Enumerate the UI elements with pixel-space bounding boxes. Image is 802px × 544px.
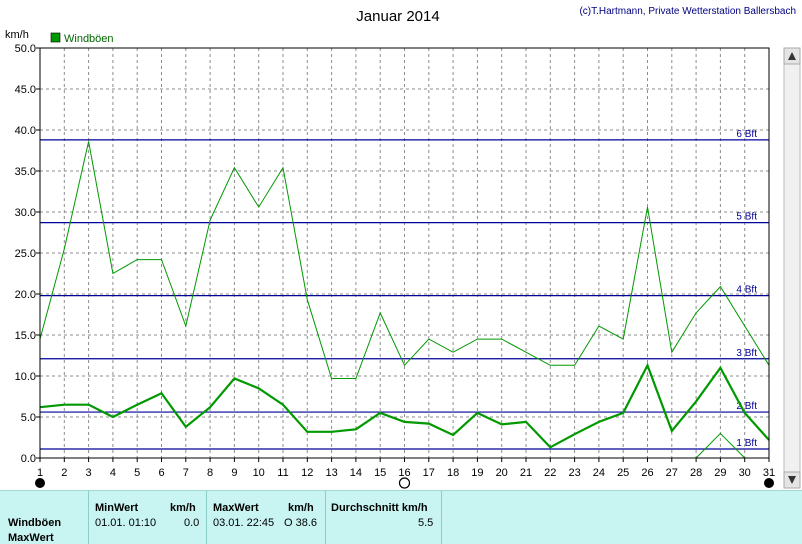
- new-moon-icon: [35, 478, 45, 488]
- stats-divider: [325, 491, 326, 544]
- credit-text: (c)T.Hartmann, Private Wetterstation Bal…: [579, 6, 796, 17]
- series-line-0: [39, 141, 770, 379]
- x-tick-label: 9: [231, 467, 237, 479]
- full-moon-icon: [398, 477, 411, 489]
- x-tick-label: 10: [253, 467, 265, 479]
- beaufort-label: 6 Bft: [736, 129, 757, 140]
- beaufort-label: 1 Bft: [736, 438, 757, 449]
- plot-frame: [39, 47, 770, 459]
- scrollbar-up-button[interactable]: [783, 47, 801, 65]
- x-tick-label: 14: [350, 467, 362, 479]
- x-tick-label: 20: [496, 467, 508, 479]
- x-tick-label: 12: [301, 467, 313, 479]
- beaufort-label: 5 Bft: [736, 212, 757, 223]
- x-tick-label: 31: [763, 467, 775, 479]
- y-axis-unit: km/h: [5, 29, 29, 41]
- x-tick-label: 28: [690, 467, 702, 479]
- y-tick-label: 45.0: [15, 84, 36, 96]
- beaufort-label: 4 Bft: [736, 285, 757, 296]
- max-header: MaxWert: [213, 502, 259, 514]
- x-tick-label: 24: [593, 467, 605, 479]
- max-unit-header: km/h: [288, 502, 314, 514]
- scrollbar-down-button[interactable]: [783, 471, 801, 489]
- stats-divider: [441, 491, 442, 544]
- x-tick-label: 21: [520, 467, 532, 479]
- y-tick-label: 5.0: [21, 412, 36, 424]
- stats-divider: [206, 491, 207, 544]
- min-header: MinWert: [95, 502, 139, 514]
- x-tick-label: 6: [158, 467, 164, 479]
- avg-value: 5.5: [418, 517, 434, 529]
- x-tick-label: 13: [325, 467, 337, 479]
- beaufort-label: 3 Bft: [736, 348, 757, 359]
- x-tick-label: 3: [86, 467, 92, 479]
- y-tick-label: 15.0: [15, 330, 36, 342]
- legend-label: Windböen: [64, 33, 114, 45]
- x-tick-label: 25: [617, 467, 629, 479]
- y-tick-label: 20.0: [15, 289, 36, 301]
- y-tick-label: 30.0: [15, 207, 36, 219]
- stats-divider: [88, 491, 89, 544]
- x-tick-label: 23: [568, 467, 580, 479]
- stats-panel: MinWert km/h MaxWert km/h Durchschnitt k…: [0, 490, 802, 544]
- beaufort-label: 2 Bft: [736, 401, 757, 412]
- max-value: O 38.6: [284, 517, 318, 529]
- y-tick-label: 0.0: [21, 453, 36, 465]
- min-value: 0.0: [184, 517, 200, 529]
- avg-header: Durchschnitt km/h: [331, 502, 428, 514]
- x-tick-label: 30: [739, 467, 751, 479]
- x-tick-label: 7: [183, 467, 189, 479]
- scrollbar-track[interactable]: [783, 47, 801, 489]
- y-tick-label: 10.0: [15, 371, 36, 383]
- min-time: 01.01. 01:10: [95, 517, 157, 529]
- x-tick-label: 19: [471, 467, 483, 479]
- x-tick-label: 17: [423, 467, 435, 479]
- chart-background: [0, 0, 802, 490]
- wind-chart: 1 Bft 2 Bft 3 Bft 4 Bft 5 Bft 6 Bft 0.0 5.0 10.…: [0, 0, 802, 490]
- row-label-windboeen: Windböen: [8, 517, 62, 529]
- x-tick-label: 8: [207, 467, 213, 479]
- x-tick-label: 2: [61, 467, 67, 479]
- x-tick-label: 22: [544, 467, 556, 479]
- max-time: 03.01. 22:45: [213, 517, 275, 529]
- new-moon-icon: [764, 478, 774, 488]
- x-tick-label: 18: [447, 467, 459, 479]
- y-tick-label: 50.0: [15, 43, 36, 55]
- series-line-1: [39, 362, 770, 449]
- x-tick-label: 1: [37, 467, 43, 479]
- x-tick-label: 26: [641, 467, 653, 479]
- x-tick-label: 16: [398, 467, 410, 479]
- x-tick-label: 5: [134, 467, 140, 479]
- x-tick-label: 29: [714, 467, 726, 479]
- series-line-2: [695, 432, 746, 459]
- x-tick-label: 15: [374, 467, 386, 479]
- legend-swatch: [50, 32, 61, 43]
- x-tick-label: 27: [666, 467, 678, 479]
- row-label-maxwert: MaxWert: [8, 532, 54, 544]
- y-tick-label: 40.0: [15, 125, 36, 137]
- min-unit-header: km/h: [170, 502, 196, 514]
- y-tick-label: 35.0: [15, 166, 36, 178]
- y-tick-label: 25.0: [15, 248, 36, 260]
- x-tick-label: 4: [110, 467, 116, 479]
- chart-title: Januar 2014: [356, 8, 439, 25]
- x-tick-label: 11: [277, 467, 288, 479]
